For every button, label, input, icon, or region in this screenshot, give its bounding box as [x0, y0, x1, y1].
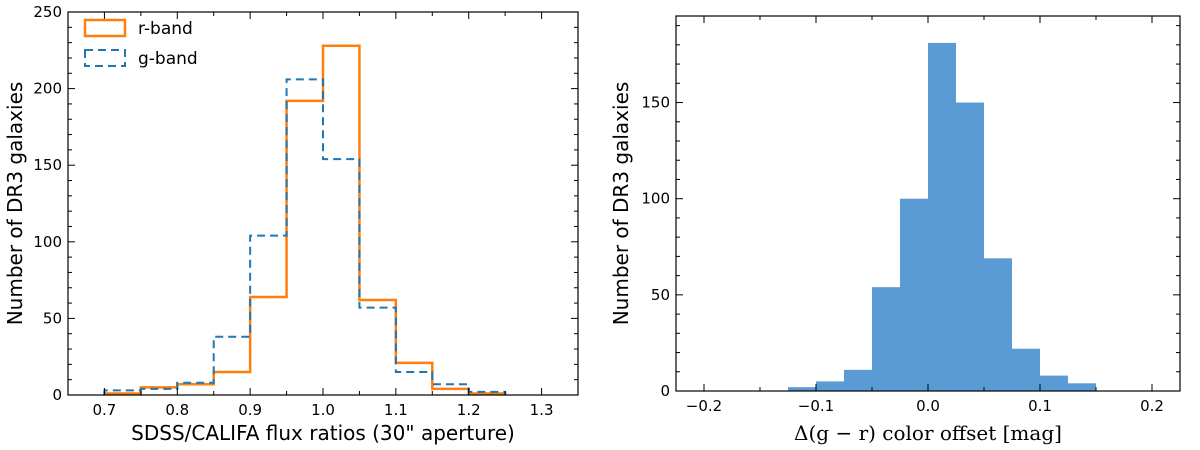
x-tick-label: 1.2 [457, 401, 481, 419]
legend-label: r-band [138, 19, 193, 39]
histogram-step-r-band [103, 44, 507, 395]
y-axis-label: Number of DR3 galaxies [609, 82, 633, 326]
color-offset-histogram-panel: −0.2 −0.1 0.0 0.1 0.2 0 50 100 150 Δ(g − r) color… [609, 15, 1181, 445]
legend: r-band g-band [83, 18, 198, 69]
y-tick-label: 250 [33, 3, 62, 21]
y-tick-label: 50 [43, 309, 62, 327]
x-tick-label: 1.0 [311, 401, 335, 419]
y-tick-label: 150 [33, 156, 62, 174]
histogram-bar [928, 42, 956, 392]
histogram-bar [956, 102, 984, 392]
flux-ratio-histogram-panel: 0.7 0.8 0.9 1.0 1.1 1.2 1.3 0 50 100 150 200 250 SDSS… [3, 3, 579, 445]
x-axis-label: SDSS/CALIFA flux ratios (30" aperture) [131, 421, 515, 445]
x-tick-label: 0.2 [1140, 397, 1164, 415]
histogram-bar [788, 387, 816, 391]
histogram-bar [984, 258, 1012, 391]
x-tick-label: −0.2 [686, 397, 722, 415]
y-tick-label: 100 [641, 190, 670, 208]
x-tick-label: 0.9 [238, 401, 262, 419]
x-tick-label: 0.1 [1028, 397, 1052, 415]
histogram-bar [1068, 383, 1096, 391]
y-tick-label: 50 [651, 286, 670, 304]
x-tick-label: 0.0 [916, 397, 940, 415]
x-tick-label: 1.1 [384, 401, 408, 419]
y-tick-label: 100 [33, 233, 62, 251]
x-tick-label: −0.1 [798, 397, 834, 415]
y-tick-label: 0 [660, 382, 670, 400]
y-tick-label: 150 [641, 94, 670, 112]
y-tick-label: 200 [33, 80, 62, 98]
y-axis-label: Number of DR3 galaxies [3, 82, 27, 326]
legend-label: g-band [138, 49, 198, 69]
x-tick-label: 0.7 [92, 401, 116, 419]
legend-swatch-g-band [84, 49, 126, 67]
y-tick-label: 0 [52, 386, 62, 404]
histogram-bar [872, 287, 900, 391]
histogram-step-g-band [103, 78, 507, 395]
x-tick-label: 0.8 [165, 401, 189, 419]
x-tick-label: 1.3 [530, 401, 554, 419]
histogram-bar [900, 198, 928, 391]
histogram-bar [844, 369, 872, 391]
histogram-bar [1040, 375, 1068, 391]
histogram-bar [1012, 348, 1040, 391]
x-axis-label: Δ(g − r) color offset [mag] [794, 421, 1062, 445]
legend-swatch-r-band [83, 18, 127, 38]
histogram-bar [816, 381, 844, 391]
